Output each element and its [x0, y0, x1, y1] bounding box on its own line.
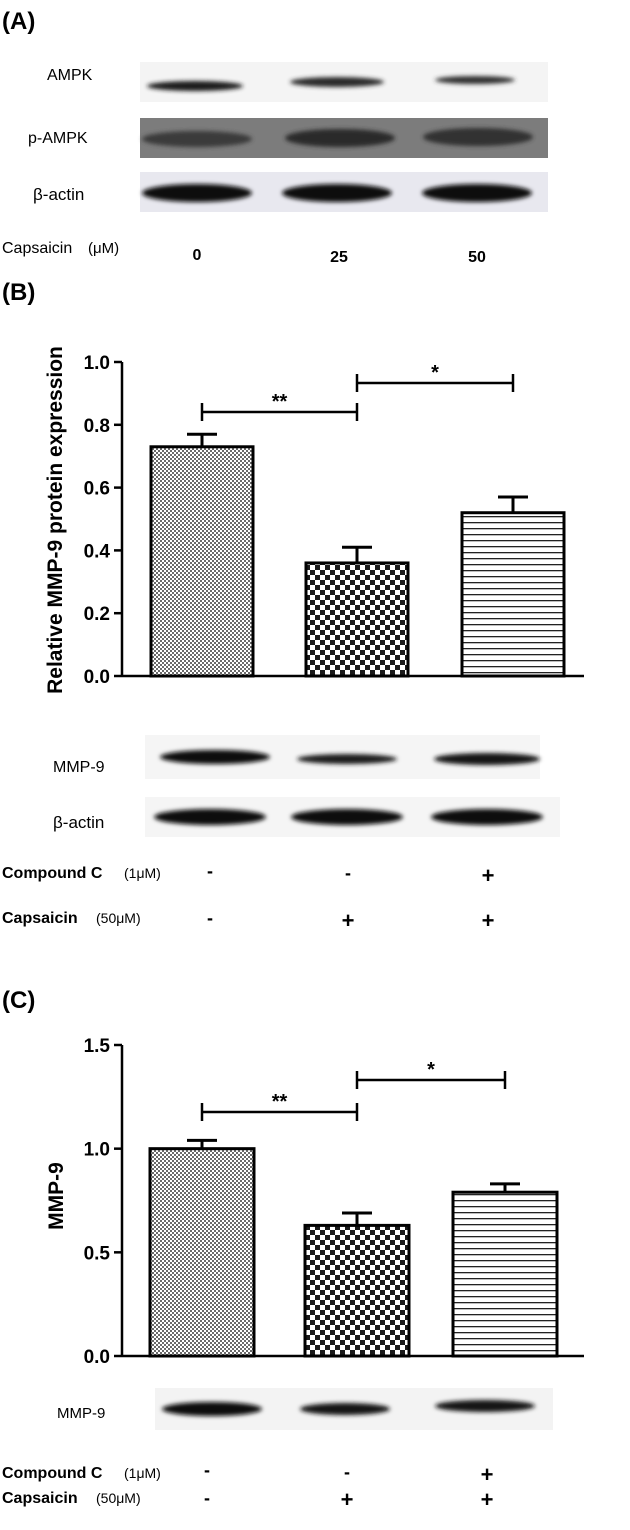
band	[300, 1403, 390, 1415]
condition-value: 25	[330, 249, 348, 266]
treatment-value: +	[481, 1462, 494, 1487]
treatment-value: -	[204, 1488, 210, 1508]
treatment-compound-c-unit: (1μM)	[124, 1465, 161, 1481]
band	[435, 1400, 535, 1412]
bar	[304, 561, 410, 678]
condition-value: 50	[468, 249, 486, 266]
band	[290, 77, 384, 87]
treatment-compound-c-label: Compound C	[2, 865, 103, 882]
y-tick-label: 0.4	[84, 541, 111, 562]
panel-a-blots	[140, 62, 548, 212]
blot-label-ampk: AMPK	[47, 67, 93, 84]
panel-c-blots	[155, 1388, 553, 1430]
y-tick-label: 0.0	[84, 667, 110, 688]
treatment-capsaicin-unit: (50μM)	[96, 910, 141, 926]
treatment-compound-c-label: Compound C	[2, 1465, 103, 1482]
treatment-value: +	[342, 908, 355, 933]
blot-label-mmp9-c: MMP-9	[57, 1405, 105, 1422]
blot-label-beta-actin: β-actin	[33, 185, 84, 204]
panel-c-label: (C)	[2, 987, 35, 1014]
blot-label-beta-actin-b: β-actin	[53, 813, 104, 832]
significance-label: **	[272, 391, 288, 413]
y-tick-label: 0.0	[84, 1347, 110, 1368]
band	[282, 184, 392, 202]
treatment-value: +	[341, 1487, 354, 1512]
y-axis-label: MMP-9	[45, 1162, 68, 1230]
treatment-value: +	[481, 1487, 494, 1512]
treatment-value: -	[207, 861, 213, 881]
bar	[451, 1190, 559, 1358]
band	[423, 128, 533, 146]
treatment-capsaicin-label: Capsaicin	[2, 910, 78, 927]
significance-label: *	[427, 1059, 435, 1081]
band	[142, 131, 252, 147]
bar	[148, 1147, 256, 1358]
band	[297, 754, 397, 764]
condition-capsaicin-label: Capsaicin	[2, 240, 72, 257]
band	[434, 753, 540, 765]
treatment-value: -	[345, 863, 351, 883]
blot-label-mmp9: MMP-9	[53, 759, 105, 776]
treatment-value: -	[344, 1462, 350, 1482]
y-tick-label: 1.0	[84, 1140, 110, 1161]
condition-capsaicin-unit: (μM)	[88, 240, 119, 257]
significance-label: **	[272, 1091, 288, 1113]
band	[285, 129, 395, 147]
bar	[303, 1223, 411, 1358]
y-tick-label: 0.5	[84, 1243, 111, 1264]
treatment-capsaicin-label: Capsaicin	[2, 1490, 78, 1507]
panel-a-label: (A)	[2, 8, 35, 35]
blot-label-p-ampk: p-AMPK	[28, 130, 88, 147]
band	[431, 809, 543, 825]
band	[142, 184, 252, 202]
band	[291, 809, 403, 825]
y-tick-label: 1.5	[84, 1036, 111, 1057]
panel-b-blots	[145, 735, 560, 837]
y-tick-label: 0.6	[84, 479, 110, 500]
band	[147, 81, 243, 91]
treatment-value: -	[207, 908, 213, 928]
treatment-value: -	[204, 1460, 210, 1480]
panel-b-label: (B)	[2, 279, 35, 306]
treatment-capsaicin-unit: (50μM)	[96, 1490, 141, 1506]
treatment-value: +	[482, 863, 495, 888]
chart-b: 0.0 0.2 0.4 0.6 0.8 1.0 Relative MMP-9 protein…	[44, 346, 584, 694]
y-axis-label: Relative MMP-9 protein expression	[44, 346, 67, 694]
treatment-compound-c-unit: (1μM)	[124, 865, 161, 881]
band	[160, 750, 270, 764]
bar	[460, 511, 566, 678]
band	[162, 1402, 262, 1416]
condition-value: 0	[193, 247, 202, 264]
panel-c-treatments: Compound C (1μM) - - + Capsaicin (50μM) …	[2, 1460, 493, 1512]
band	[154, 809, 266, 825]
panel-b-treatments: Compound C (1μM) - - + Capsaicin (50μM) …	[2, 861, 494, 933]
significance-label: *	[431, 362, 439, 384]
band	[422, 184, 532, 202]
band	[435, 76, 515, 84]
bar	[149, 445, 255, 678]
y-tick-label: 0.2	[84, 604, 110, 625]
y-tick-label: 1.0	[84, 353, 110, 374]
treatment-value: +	[482, 908, 495, 933]
y-tick-label: 0.8	[84, 416, 110, 437]
